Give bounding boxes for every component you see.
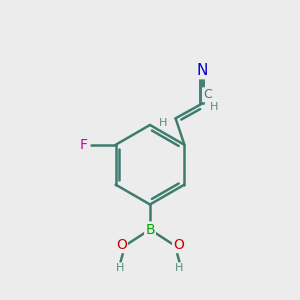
Text: O: O	[116, 238, 127, 252]
Text: O: O	[173, 238, 184, 252]
Text: H: H	[116, 263, 125, 273]
Text: B: B	[145, 223, 155, 236]
Text: F: F	[79, 138, 87, 152]
Text: H: H	[175, 263, 184, 273]
Text: H: H	[159, 118, 167, 128]
Text: H: H	[210, 102, 219, 112]
Text: N: N	[196, 63, 208, 78]
Text: C: C	[203, 88, 212, 101]
